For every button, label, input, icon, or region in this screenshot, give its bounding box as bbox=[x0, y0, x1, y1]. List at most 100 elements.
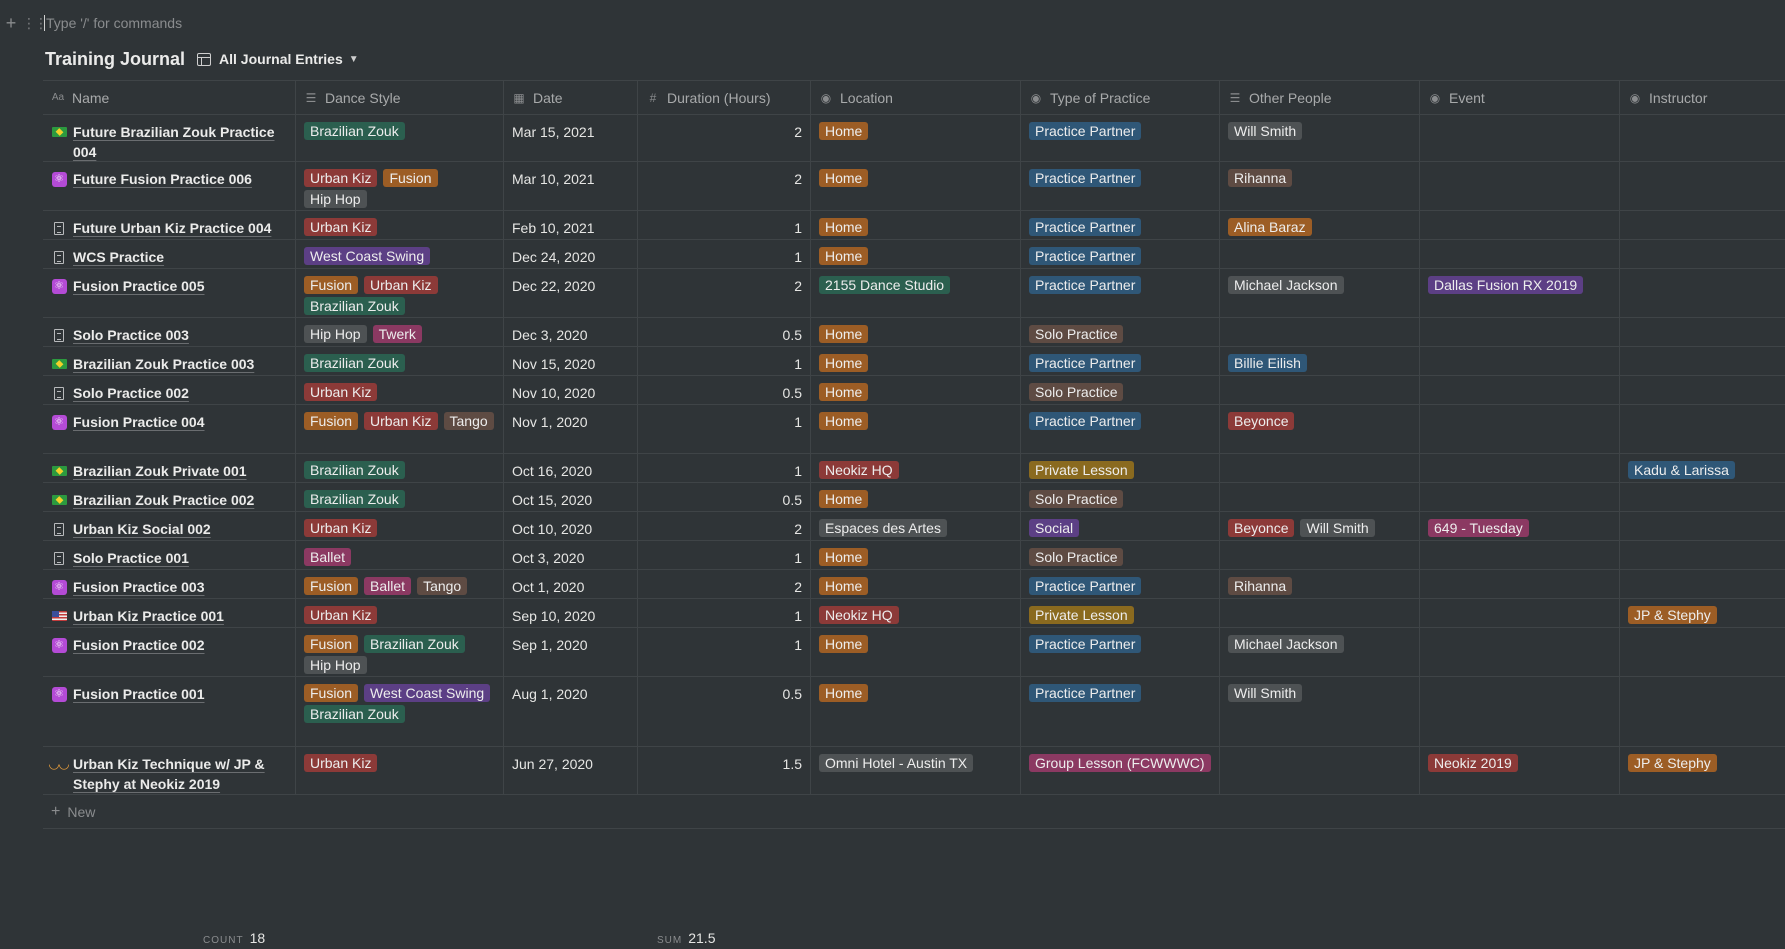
location-cell[interactable]: Home bbox=[811, 541, 1021, 569]
instructor-cell[interactable] bbox=[1620, 347, 1785, 375]
date-cell[interactable]: Dec 24, 2020 bbox=[504, 240, 638, 268]
dance-style-cell[interactable]: Fusion Brazilian Zouk Hip Hop bbox=[296, 628, 504, 676]
date-cell[interactable]: Aug 1, 2020 bbox=[504, 677, 638, 746]
instructor-cell[interactable] bbox=[1620, 541, 1785, 569]
event-cell[interactable] bbox=[1420, 162, 1620, 210]
table-row[interactable]: Brazilian Zouk Private 001 Brazilian Zouk… bbox=[43, 454, 1785, 483]
table-row[interactable]: ⚛ Fusion Practice 004 Fusion Urban Kiz Tango… bbox=[43, 405, 1785, 454]
name-cell[interactable]: ⚛ Fusion Practice 002 bbox=[43, 628, 296, 676]
event-cell[interactable] bbox=[1420, 318, 1620, 346]
event-cell[interactable] bbox=[1420, 570, 1620, 598]
duration-cell[interactable]: 2 bbox=[638, 162, 811, 210]
name-cell[interactable]: Brazilian Zouk Practice 002 bbox=[43, 483, 296, 511]
tag[interactable]: Brazilian Zouk bbox=[364, 635, 465, 653]
location-cell[interactable]: Home bbox=[811, 677, 1021, 746]
dance-style-cell[interactable]: Urban Kiz bbox=[296, 599, 504, 627]
type-of-practice-cell[interactable]: Social bbox=[1021, 512, 1220, 540]
entry-name[interactable]: Urban Kiz Practice 001 bbox=[73, 608, 224, 624]
tag[interactable]: Hip Hop bbox=[304, 325, 367, 343]
type-of-practice-cell[interactable]: Practice Partner bbox=[1021, 570, 1220, 598]
location-cell[interactable]: Home bbox=[811, 115, 1021, 161]
tag[interactable]: Home bbox=[819, 122, 869, 140]
location-cell[interactable]: Neokiz HQ bbox=[811, 454, 1021, 482]
event-cell[interactable]: Dallas Fusion RX 2019 bbox=[1420, 269, 1620, 317]
tag[interactable]: Will Smith bbox=[1300, 519, 1375, 537]
location-cell[interactable]: Home bbox=[811, 405, 1021, 453]
tag[interactable]: Billie Eilish bbox=[1228, 354, 1307, 372]
duration-cell[interactable]: 2 bbox=[638, 269, 811, 317]
duration-cell[interactable]: 2 bbox=[638, 115, 811, 161]
column-header-name[interactable]: Aa Name bbox=[43, 81, 296, 114]
event-cell[interactable] bbox=[1420, 454, 1620, 482]
tag[interactable]: Practice Partner bbox=[1029, 247, 1142, 265]
duration-cell[interactable]: 1 bbox=[638, 628, 811, 676]
tag[interactable]: Neokiz HQ bbox=[819, 461, 899, 479]
tag[interactable]: Private Lesson bbox=[1029, 461, 1134, 479]
date-cell[interactable]: Feb 10, 2021 bbox=[504, 211, 638, 239]
location-cell[interactable]: Home bbox=[811, 162, 1021, 210]
tag[interactable]: Home bbox=[819, 548, 869, 566]
duration-cell[interactable]: 1 bbox=[638, 347, 811, 375]
tag[interactable]: Home bbox=[819, 412, 869, 430]
tag[interactable]: Will Smith bbox=[1228, 684, 1303, 702]
tag[interactable]: Neokiz 2019 bbox=[1428, 754, 1518, 772]
column-header-event[interactable]: ◉ Event bbox=[1420, 81, 1620, 114]
tag[interactable]: Fusion bbox=[304, 412, 359, 430]
date-cell[interactable]: Sep 10, 2020 bbox=[504, 599, 638, 627]
location-cell[interactable]: Home bbox=[811, 376, 1021, 404]
name-cell[interactable]: Solo Practice 002 bbox=[43, 376, 296, 404]
dance-style-cell[interactable]: Brazilian Zouk bbox=[296, 347, 504, 375]
tag[interactable]: Practice Partner bbox=[1029, 276, 1142, 294]
entry-name[interactable]: Urban Kiz Social 002 bbox=[73, 521, 211, 537]
instructor-cell[interactable] bbox=[1620, 512, 1785, 540]
duration-cell[interactable]: 2 bbox=[638, 570, 811, 598]
entry-name[interactable]: Future Fusion Practice 006 bbox=[73, 171, 252, 187]
location-cell[interactable]: Home bbox=[811, 211, 1021, 239]
other-people-cell[interactable] bbox=[1220, 541, 1420, 569]
duration-cell[interactable]: 0.5 bbox=[638, 318, 811, 346]
tag[interactable]: West Coast Swing bbox=[364, 684, 491, 702]
other-people-cell[interactable]: Will Smith bbox=[1220, 115, 1420, 161]
other-people-cell[interactable] bbox=[1220, 376, 1420, 404]
instructor-cell[interactable] bbox=[1620, 318, 1785, 346]
entry-name[interactable]: Solo Practice 003 bbox=[73, 327, 189, 343]
tag[interactable]: Practice Partner bbox=[1029, 577, 1142, 595]
tag[interactable]: Brazilian Zouk bbox=[304, 297, 405, 315]
dance-style-cell[interactable]: Fusion Ballet Tango bbox=[296, 570, 504, 598]
table-row[interactable]: Solo Practice 002 Urban Kiz Nov 10, 2020 0.… bbox=[43, 376, 1785, 405]
type-of-practice-cell[interactable]: Practice Partner bbox=[1021, 162, 1220, 210]
column-header-date[interactable]: ▦ Date bbox=[504, 81, 638, 114]
tag[interactable]: Home bbox=[819, 684, 869, 702]
event-cell[interactable] bbox=[1420, 347, 1620, 375]
name-cell[interactable]: Solo Practice 001 bbox=[43, 541, 296, 569]
table-row[interactable]: Urban Kiz Social 002 Urban Kiz Oct 10, 202… bbox=[43, 512, 1785, 541]
name-cell[interactable]: Brazilian Zouk Practice 003 bbox=[43, 347, 296, 375]
page-title[interactable]: Training Journal bbox=[45, 48, 186, 69]
tag[interactable]: Michael Jackson bbox=[1228, 635, 1344, 653]
instructor-cell[interactable] bbox=[1620, 240, 1785, 268]
location-cell[interactable]: Home bbox=[811, 318, 1021, 346]
event-cell[interactable] bbox=[1420, 405, 1620, 453]
name-cell[interactable]: ⚛ Fusion Practice 005 bbox=[43, 269, 296, 317]
tag[interactable]: JP & Stephy bbox=[1628, 754, 1717, 772]
event-cell[interactable] bbox=[1420, 628, 1620, 676]
date-cell[interactable]: Oct 10, 2020 bbox=[504, 512, 638, 540]
type-of-practice-cell[interactable]: Practice Partner bbox=[1021, 405, 1220, 453]
column-header-dance-style[interactable]: ☰ Dance Style bbox=[296, 81, 504, 114]
tag[interactable]: Alina Baraz bbox=[1228, 218, 1312, 236]
entry-name[interactable]: Solo Practice 002 bbox=[73, 385, 189, 401]
other-people-cell[interactable]: Billie Eilish bbox=[1220, 347, 1420, 375]
instructor-cell[interactable]: JP & Stephy bbox=[1620, 599, 1785, 627]
tag[interactable]: Practice Partner bbox=[1029, 684, 1142, 702]
entry-name[interactable]: Fusion Practice 004 bbox=[73, 414, 205, 430]
tag[interactable]: Urban Kiz bbox=[304, 754, 378, 772]
table-row[interactable]: ⚛ Fusion Practice 001 Fusion West Coast Swi… bbox=[43, 677, 1785, 747]
type-of-practice-cell[interactable]: Practice Partner bbox=[1021, 211, 1220, 239]
type-of-practice-cell[interactable]: Practice Partner bbox=[1021, 115, 1220, 161]
duration-cell[interactable]: 1 bbox=[638, 454, 811, 482]
tag[interactable]: Home bbox=[819, 383, 869, 401]
other-people-cell[interactable]: Will Smith bbox=[1220, 677, 1420, 746]
entry-name[interactable]: Solo Practice 001 bbox=[73, 550, 189, 566]
duration-cell[interactable]: 0.5 bbox=[638, 677, 811, 746]
tag[interactable]: Home bbox=[819, 354, 869, 372]
